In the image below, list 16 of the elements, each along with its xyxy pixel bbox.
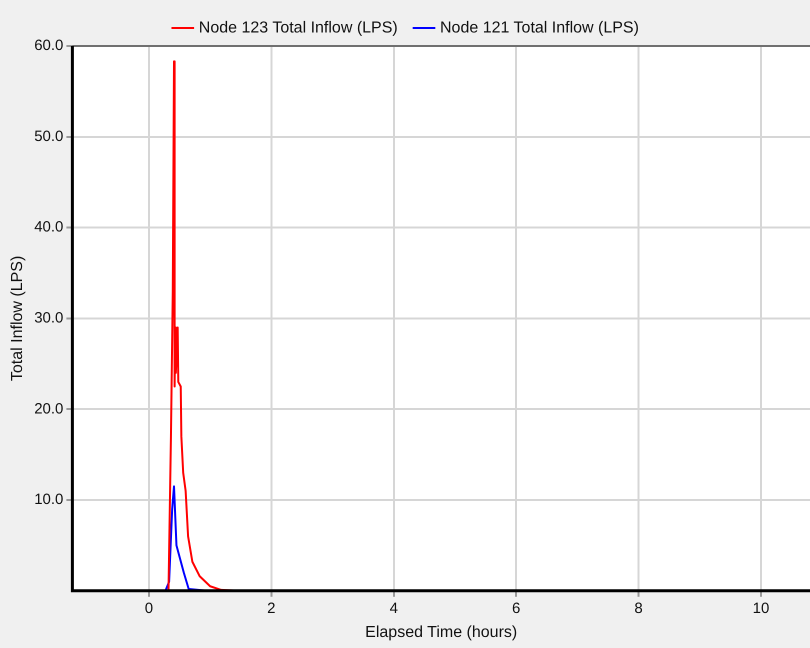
- x-tick-label: 0: [144, 600, 154, 617]
- y-axis-title: Total Inflow (LPS): [9, 256, 26, 382]
- x-tick-label: 8: [634, 600, 643, 617]
- x-axis-title: Elapsed Time (hours): [365, 624, 518, 641]
- x-tick-label: 2: [267, 600, 276, 617]
- y-tick-label: 10.0: [34, 491, 64, 508]
- x-tick-label: 10: [752, 600, 770, 617]
- legend-label: Node 123 Total Inflow (LPS): [198, 19, 398, 36]
- y-tick-label: 20.0: [34, 400, 64, 418]
- x-tick-label: 4: [390, 600, 398, 617]
- y-tick-label: 60.0: [34, 37, 64, 54]
- legend-label: Node 121 Total Inflow (LPS): [440, 19, 639, 36]
- y-tick-label: 40.0: [34, 218, 64, 236]
- x-tick-label: 6: [512, 600, 520, 617]
- y-tick-label: 30.0: [34, 310, 64, 327]
- y-tick-label: 50.0: [34, 128, 64, 145]
